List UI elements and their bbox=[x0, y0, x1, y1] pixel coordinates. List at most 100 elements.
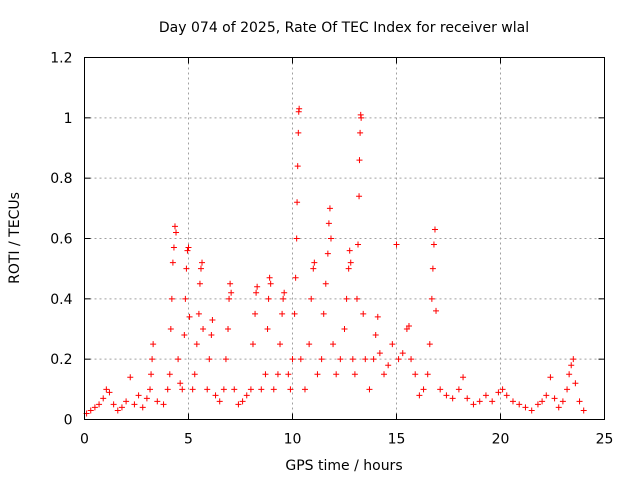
x-tick-label: 5 bbox=[184, 432, 193, 448]
data-point bbox=[570, 356, 577, 363]
data-point bbox=[362, 356, 369, 363]
data-point bbox=[170, 244, 177, 251]
data-point bbox=[252, 310, 259, 317]
data-point bbox=[154, 398, 161, 405]
data-point bbox=[184, 247, 191, 254]
data-point bbox=[330, 341, 337, 348]
y-tick-label: 0.8 bbox=[50, 171, 72, 187]
data-point bbox=[345, 265, 352, 272]
data-point bbox=[399, 350, 406, 357]
data-point bbox=[455, 386, 462, 393]
data-point bbox=[231, 386, 238, 393]
data-point bbox=[437, 386, 444, 393]
data-point bbox=[206, 356, 213, 363]
x-tick-label: 15 bbox=[388, 432, 406, 448]
data-point bbox=[431, 226, 438, 233]
data-point bbox=[320, 310, 327, 317]
data-point bbox=[353, 295, 360, 302]
data-point bbox=[274, 371, 281, 378]
data-point bbox=[346, 247, 353, 254]
data-point bbox=[460, 374, 467, 381]
data-point bbox=[566, 371, 573, 378]
data-point bbox=[412, 371, 419, 378]
data-point bbox=[175, 356, 182, 363]
data-point bbox=[503, 392, 510, 399]
data-point bbox=[564, 386, 571, 393]
data-point bbox=[357, 129, 364, 136]
y-tick-label: 0 bbox=[64, 413, 73, 429]
data-point bbox=[295, 129, 302, 136]
axis-ticks: 0 5 10 15 20 25 0 0.2 0.4 0.6 0.8 1 1.2 bbox=[50, 51, 613, 448]
data-point bbox=[171, 223, 178, 230]
data-point bbox=[147, 386, 154, 393]
data-point bbox=[139, 404, 146, 411]
data-point bbox=[424, 371, 431, 378]
data-point bbox=[543, 392, 550, 399]
data-point bbox=[539, 398, 546, 405]
data-point bbox=[168, 295, 175, 302]
chart-title: Day 074 of 2025, Rate Of TEC Index for r… bbox=[159, 20, 529, 36]
data-point bbox=[281, 289, 288, 296]
data-point bbox=[247, 386, 254, 393]
data-point bbox=[182, 295, 189, 302]
data-point bbox=[199, 259, 206, 266]
data-point bbox=[393, 241, 400, 248]
data-point bbox=[228, 289, 235, 296]
y-tick-label: 1.2 bbox=[50, 51, 72, 67]
data-point bbox=[576, 398, 583, 405]
x-tick-label: 25 bbox=[596, 432, 614, 448]
data-point bbox=[103, 386, 110, 393]
data-point bbox=[91, 404, 98, 411]
data-point bbox=[559, 398, 566, 405]
data-point bbox=[249, 341, 256, 348]
data-point bbox=[551, 395, 558, 402]
data-point bbox=[280, 295, 287, 302]
data-point bbox=[489, 398, 496, 405]
data-point bbox=[204, 386, 211, 393]
data-point bbox=[254, 283, 261, 290]
data-point bbox=[297, 356, 304, 363]
data-point bbox=[118, 404, 125, 411]
data-point bbox=[226, 295, 233, 302]
data-point bbox=[285, 371, 292, 378]
data-point bbox=[127, 374, 134, 381]
data-point bbox=[181, 332, 188, 339]
data-point bbox=[428, 295, 435, 302]
data-point bbox=[301, 386, 308, 393]
data-point bbox=[243, 392, 250, 399]
data-point bbox=[470, 401, 477, 408]
data-point bbox=[166, 371, 173, 378]
data-point bbox=[164, 386, 171, 393]
data-point bbox=[160, 401, 167, 408]
data-point bbox=[516, 401, 523, 408]
data-point bbox=[262, 371, 269, 378]
data-point bbox=[333, 371, 340, 378]
data-point bbox=[351, 371, 358, 378]
data-point bbox=[327, 235, 334, 242]
data-point bbox=[572, 380, 579, 387]
data-point bbox=[306, 341, 313, 348]
data-point bbox=[482, 392, 489, 399]
data-point bbox=[193, 341, 200, 348]
data-point bbox=[555, 404, 562, 411]
data-point bbox=[265, 295, 272, 302]
data-point bbox=[420, 386, 427, 393]
data-point bbox=[355, 241, 362, 248]
data-point bbox=[385, 362, 392, 369]
data-point bbox=[183, 265, 190, 272]
data-point bbox=[227, 280, 234, 287]
data-point bbox=[376, 350, 383, 357]
data-point bbox=[173, 229, 180, 236]
data-point bbox=[343, 295, 350, 302]
data-point bbox=[534, 401, 541, 408]
data-point bbox=[568, 362, 575, 369]
data-point bbox=[220, 386, 227, 393]
data-point bbox=[408, 356, 415, 363]
data-point bbox=[381, 371, 388, 378]
data-point bbox=[433, 307, 440, 314]
data-point bbox=[547, 374, 554, 381]
data-point bbox=[195, 310, 202, 317]
data-points bbox=[83, 105, 587, 417]
data-point bbox=[322, 280, 329, 287]
